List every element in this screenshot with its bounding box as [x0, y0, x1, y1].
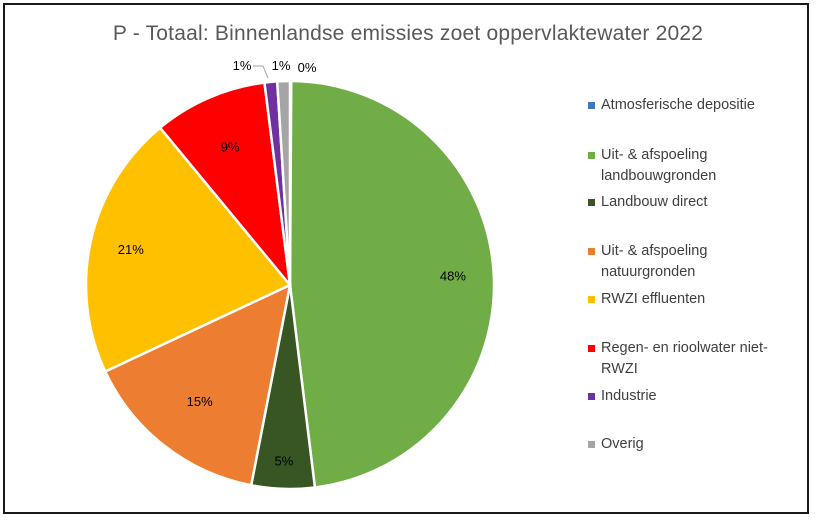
slice-label-overig: 1%: [272, 58, 291, 73]
pie-slice-regen-en-rioolwater-niet-rwzi: [158, 81, 292, 290]
legend-label: RWZI effluenten: [601, 291, 706, 307]
legend-swatch: [588, 248, 595, 255]
legend-swatch: [588, 102, 595, 109]
legend-swatch: [588, 199, 595, 206]
slice-label-regen-en-rioolwater-niet-rwzi: 9%: [221, 139, 240, 154]
slice-label-rwzi-effluenten: 21%: [118, 242, 144, 257]
legend-label: Uit- & afspoeling natuurgronden: [601, 243, 708, 280]
slice-label-uit-afspoeling-landbouwgronden: 48%: [440, 269, 466, 284]
pie-slice-uit-afspoeling-landbouwgronden: [288, 79, 496, 489]
chart-legend: Atmosferische depositie Uit- & afspoelin…: [588, 0, 808, 521]
pie-slice-overig: [275, 79, 292, 286]
pie-slice-rwzi-effluenten: [84, 125, 292, 374]
legend-label: Uit- & afspoeling landbouwgronden: [601, 147, 717, 184]
legend-swatch: [588, 152, 595, 159]
slice-label-landbouw-direct: 5%: [275, 453, 294, 468]
legend-label: Overig: [601, 436, 644, 452]
legend-swatch: [588, 393, 595, 400]
legend-label: Atmosferische depositie: [601, 97, 755, 113]
pie-slice-uit-afspoeling-natuurgronden: [103, 282, 292, 487]
slice-label-atmosferische-depositie: 0%: [298, 60, 317, 75]
slice-label-industrie: 1%: [233, 58, 252, 73]
legend-label: Regen- en rioolwater niet-RWZI: [601, 340, 768, 377]
legend-swatch: [588, 441, 595, 448]
chart-title: P - Totaal: Binnenlandse emissies zoet o…: [112, 22, 704, 45]
legend-label: Landbouw direct: [601, 194, 708, 210]
legend-label: Industrie: [601, 388, 657, 404]
legend-swatch: [588, 345, 595, 352]
leader-line-industrie: [253, 65, 269, 79]
legend-swatch: [588, 296, 595, 303]
slice-label-uit-afspoeling-natuurgronden: 15%: [187, 394, 213, 409]
